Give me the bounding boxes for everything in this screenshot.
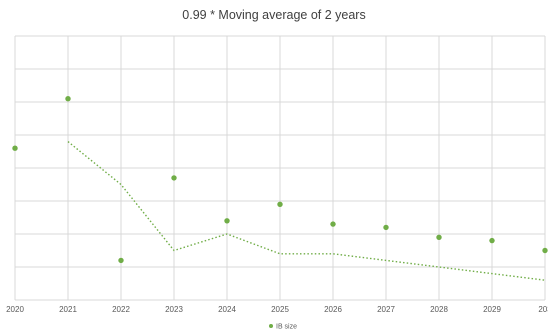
chart-title: 0.99 * Moving average of 2 years <box>182 8 366 22</box>
data-point <box>65 96 71 102</box>
data-points <box>12 96 548 264</box>
x-tick-label: 2029 <box>483 305 501 314</box>
gridlines <box>14 35 546 301</box>
x-tick-label: 2027 <box>377 305 395 314</box>
legend-marker <box>269 324 273 328</box>
x-tick-label: 2021 <box>59 305 77 314</box>
data-point <box>489 237 495 244</box>
x-tick-label: 2028 <box>430 305 448 314</box>
trendline-group <box>67 141 546 281</box>
data-point <box>330 221 336 227</box>
x-tick-label: 2026 <box>324 305 342 314</box>
x-tick-label: 203 <box>538 305 548 314</box>
x-tick-label: 2025 <box>271 305 289 314</box>
x-tick-label: 2023 <box>165 305 183 314</box>
data-point <box>171 175 177 181</box>
data-point <box>12 145 18 151</box>
data-point <box>118 257 124 264</box>
data-point <box>542 247 548 254</box>
x-tick-label: 2022 <box>112 305 130 314</box>
x-tick-label: 2024 <box>218 305 236 314</box>
moving-average-trendline <box>67 141 546 281</box>
legend-label: IB size <box>276 324 297 331</box>
x-tick-label: 2020 <box>6 305 24 314</box>
x-axis-ticks: 2020 2021 2022 2023 2024 2025 2026 2027 2028 2029… <box>6 305 548 314</box>
data-point <box>224 218 230 224</box>
data-point <box>436 234 442 240</box>
data-point <box>383 224 389 231</box>
data-point <box>277 201 283 207</box>
legend: IB size <box>269 324 297 331</box>
